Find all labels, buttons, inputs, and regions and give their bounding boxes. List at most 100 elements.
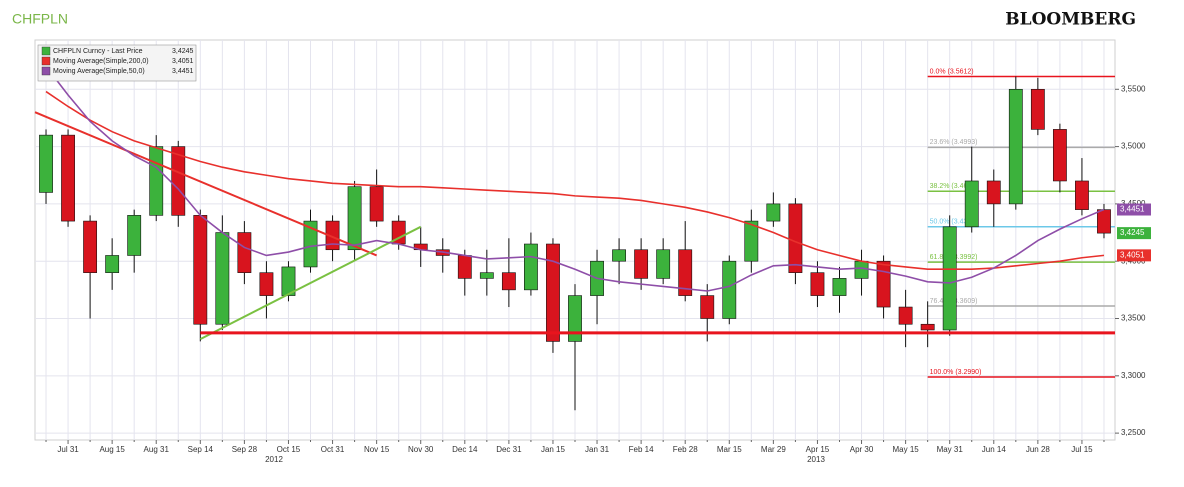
candle-body: [325, 220, 340, 251]
candle-body: [766, 203, 781, 222]
candle-body: [105, 255, 120, 273]
legend-value: 3,4051: [172, 58, 194, 65]
candle-body: [39, 134, 53, 193]
price-tag-label: 3,4245: [1120, 228, 1145, 237]
candle-body: [369, 186, 384, 222]
x-tick-label: Feb 14: [629, 445, 654, 454]
x-tick-label: May 15: [892, 445, 919, 454]
candle-body: [876, 260, 891, 308]
candle-body: [788, 203, 803, 273]
candle-body: [281, 266, 296, 296]
moving-average: [45, 65, 1105, 292]
candle-body: [700, 295, 715, 319]
candle-body: [149, 146, 164, 216]
x-tick-label: Sep 14: [188, 445, 214, 454]
candle-body: [744, 220, 759, 262]
candle-body: [303, 220, 318, 268]
candle-body: [1030, 88, 1045, 130]
trend-line: [34, 111, 378, 257]
legend-value: 3,4451: [172, 68, 194, 75]
candle-body: [524, 243, 538, 291]
candle-body: [1097, 209, 1111, 234]
candle-body: [722, 260, 737, 319]
candle-body: [678, 249, 693, 296]
legend-swatch: [41, 66, 51, 76]
legend-label: Moving Average(Simple,50,0): [53, 68, 145, 75]
legend-value: 3,4245: [172, 48, 194, 55]
x-tick-label: Jun 14: [982, 445, 1007, 454]
candle-body: [942, 226, 957, 331]
legend-box: [37, 44, 197, 82]
x-tick-label: Jul 15: [1071, 445, 1093, 454]
candle-body: [634, 249, 649, 279]
candle-body: [237, 232, 252, 273]
legend-label: Moving Average(Simple,200,0): [53, 58, 149, 65]
x-tick-label: Nov 15: [364, 445, 390, 454]
y-tick-label: 3,5500: [1121, 84, 1146, 93]
candle-body: [259, 272, 274, 296]
year-label: 2013: [807, 455, 825, 464]
x-tick-label: Jun 28: [1026, 445, 1051, 454]
x-tick-label: Feb 28: [673, 445, 698, 454]
price-tag: [1117, 249, 1151, 262]
x-tick-label: Dec 31: [496, 445, 522, 454]
x-tick-label: Apr 30: [850, 445, 874, 454]
x-tick-label: Dec 14: [452, 445, 478, 454]
x-tick-label: Mar 15: [717, 445, 742, 454]
candle-body: [898, 306, 913, 325]
x-tick-label: Jan 31: [585, 445, 610, 454]
fib-label: 0.0% (3.5612): [930, 68, 974, 75]
x-tick-label: Apr 15: [806, 445, 830, 454]
chart-title: CHFPLN: [12, 11, 68, 27]
moving-average: [45, 90, 1105, 271]
candle-body: [810, 272, 825, 296]
candle-body: [171, 146, 186, 216]
candle-body: [61, 134, 75, 222]
price-tag-label: 3,4451: [1120, 205, 1145, 214]
candle-body: [546, 243, 560, 342]
x-tick-label: Mar 29: [761, 445, 786, 454]
candle-body: [457, 255, 472, 279]
x-tick-label: Aug 15: [99, 445, 125, 454]
candle-body: [1008, 88, 1023, 205]
brand: BLOOMBERG: [1005, 10, 1136, 30]
y-tick-label: 3,3000: [1121, 371, 1146, 380]
year-label: 2012: [265, 455, 283, 464]
x-tick-label: Jan 15: [541, 445, 566, 454]
price-tag-label: 3,4051: [1120, 250, 1145, 259]
x-tick-label: Oct 31: [321, 445, 345, 454]
candle-body: [612, 249, 626, 262]
candle-body: [1075, 180, 1089, 210]
candle-body: [920, 323, 935, 331]
x-tick-label: Oct 15: [277, 445, 301, 454]
candle-body: [854, 260, 869, 279]
candle-body: [501, 272, 516, 291]
candle-body: [215, 232, 230, 325]
fib-label: 50.0% (3.4301): [930, 219, 978, 226]
candle-body: [656, 249, 671, 279]
y-tick-label: 3,4500: [1121, 199, 1146, 208]
candle-body: [83, 220, 98, 273]
legend-label: CHFPLN Curncy - Last Price: [53, 48, 143, 55]
x-tick-label: Nov 30: [408, 445, 434, 454]
legend-swatch: [41, 46, 51, 56]
price-tag: [1117, 227, 1151, 240]
y-tick-label: 3,3500: [1121, 314, 1146, 323]
fib-label: 23.6% (3.4993): [930, 139, 978, 146]
candle-body: [1052, 129, 1067, 182]
x-tick-label: Sep 28: [232, 445, 258, 454]
x-tick-label: May 31: [937, 445, 964, 454]
trend-line: [199, 225, 422, 341]
x-tick-label: Aug 31: [144, 445, 170, 454]
candle-body: [479, 272, 494, 279]
y-tick-label: 3,2500: [1121, 428, 1146, 437]
x-tick-label: Jul 31: [57, 445, 79, 454]
y-tick-label: 3,5000: [1121, 142, 1146, 151]
legend: CHFPLN Curncy - Last Price 3,4245 Moving A…: [37, 44, 197, 82]
fib-label: 38.2% (3.4610): [930, 183, 978, 190]
candle-body: [347, 186, 362, 251]
price-tag: [1117, 203, 1151, 216]
candle-body: [832, 278, 847, 296]
candle-body: [964, 180, 979, 228]
